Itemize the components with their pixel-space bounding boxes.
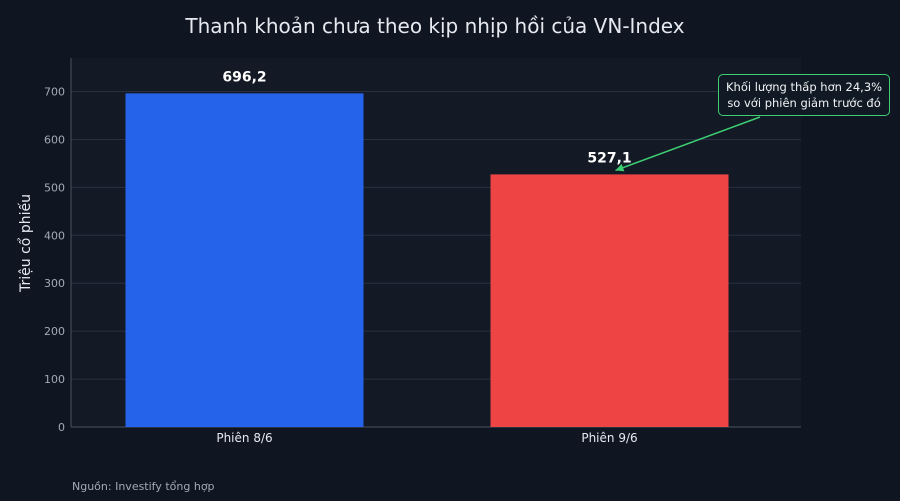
bar — [125, 93, 364, 428]
x-tick-label: Phiên 9/6 — [581, 431, 637, 445]
annotation-arrowhead — [615, 163, 625, 172]
annotation-arrow-line — [615, 116, 761, 172]
y-tick-label: 0 — [58, 421, 65, 434]
y-tick-label: 700 — [44, 86, 65, 99]
annotation-line-1: Khối lượng thấp hơn 24,3% — [726, 80, 883, 94]
annotation-line-2: so với phiên giảm trước đó — [727, 96, 881, 110]
y-tick-label: 500 — [44, 181, 65, 194]
y-tick-label: 100 — [44, 373, 65, 386]
bar-value-label: 527,1 — [587, 150, 631, 166]
y-tick-label: 300 — [44, 277, 65, 290]
bar — [490, 174, 729, 427]
y-tick-label: 600 — [44, 133, 65, 146]
y-axis-title: Triệu cổ phiếu — [18, 194, 34, 292]
bar-value-label: 696,2 — [222, 69, 266, 85]
y-tick-label: 200 — [44, 325, 65, 338]
chart-title: Thanh khoản chưa theo kịp nhịp hồi của V… — [185, 14, 685, 38]
y-tick-label: 400 — [44, 229, 65, 242]
source-note: Nguồn: Investify tổng hợp — [72, 480, 215, 493]
annotation-box: Khối lượng thấp hơn 24,3% so với phiên g… — [718, 74, 891, 116]
x-tick-label: Phiên 8/6 — [216, 431, 272, 445]
